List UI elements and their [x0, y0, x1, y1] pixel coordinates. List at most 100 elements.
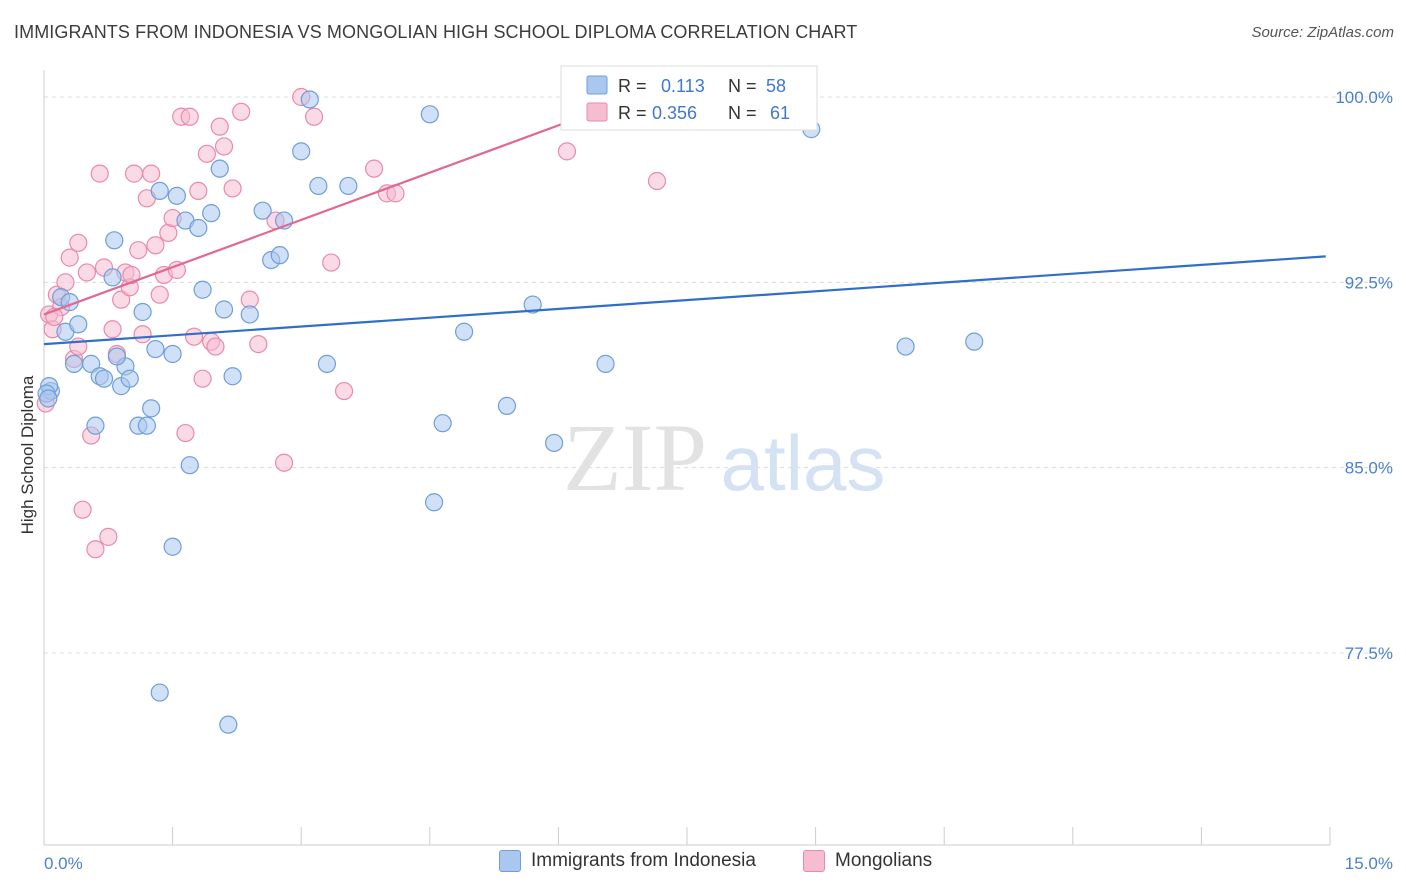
point-blue-50: [497, 396, 517, 415]
point-pink-36: [189, 181, 208, 201]
point-blue-3: [39, 389, 58, 408]
point-pink-34: [180, 107, 199, 126]
legend-item-mongolians[interactable]: Mongolians: [803, 850, 932, 872]
point-pink-26: [146, 236, 165, 255]
point-blue-9: [82, 354, 101, 373]
legend-box: R = 0.113 N = 58 R = 0.356 N = 61: [560, 65, 818, 131]
point-blue-52: [545, 433, 564, 453]
axis-layer: 77.5% 85.0% 92.5% 100.0% 0.0% 15.0%: [43, 70, 1393, 873]
point-pink-18: [112, 290, 131, 309]
point-blue-53: [596, 354, 615, 373]
point-pink-31: [167, 260, 186, 280]
point-blue-29: [210, 159, 229, 178]
legend-n-label-pink: N =: [728, 103, 757, 123]
point-blue-47: [433, 414, 452, 433]
point-pink-10: [77, 263, 96, 282]
point-blue-20: [133, 302, 152, 322]
point-pink-40: [206, 337, 225, 356]
legend-n-value-pink: 61: [770, 103, 790, 123]
point-blue-7: [69, 315, 88, 334]
legend-swatch-indonesia: [499, 850, 521, 872]
point-blue-38: [300, 90, 319, 109]
point-pink-37: [193, 369, 212, 388]
point-blue-32: [240, 305, 259, 324]
point-blue-51: [523, 295, 542, 314]
legend-swatch-pink: [586, 102, 608, 122]
point-blue-24: [167, 186, 186, 205]
point-blue-31: [223, 367, 242, 386]
point-pink-13: [90, 164, 109, 183]
y-axis-label: High School Diploma: [18, 375, 37, 534]
point-blue-45: [317, 354, 337, 373]
point-blue-46: [420, 105, 439, 124]
point-pink-50: [304, 107, 324, 126]
point-blue-41: [86, 416, 105, 435]
point-blue-55: [896, 337, 915, 356]
legend-r-label-blue: R =: [618, 76, 647, 96]
point-pink-9: [73, 500, 92, 519]
legend-label-indonesia: Immigrants from Indonesia: [531, 850, 756, 871]
point-blue-37: [292, 142, 311, 161]
point-pink-22: [129, 241, 148, 260]
watermark: ZIP atlas: [563, 404, 885, 511]
legend-swatch-mongolians: [803, 850, 825, 872]
point-blue-43: [163, 537, 182, 556]
point-pink-58: [557, 142, 577, 161]
point-blue-44: [339, 176, 358, 196]
trendline-pink: [43, 95, 636, 316]
point-blue-22: [150, 181, 169, 201]
point-pink-59: [647, 171, 667, 191]
bottom-legend: Immigrants from Indonesia Mongolians: [0, 850, 1406, 880]
point-blue-23: [163, 344, 182, 364]
point-blue-26: [189, 218, 208, 238]
y-tick-label-3: 100.0%: [1335, 88, 1393, 107]
legend-r-value-pink: 0.356: [652, 103, 697, 123]
point-pink-6: [60, 248, 79, 267]
point-blue-57: [150, 683, 169, 702]
point-pink-21: [124, 164, 144, 183]
source-label: Source: ZipAtlas.com: [1251, 24, 1394, 41]
points-indonesia: [37, 90, 984, 734]
point-pink-27: [150, 285, 169, 304]
point-blue-48: [424, 493, 444, 512]
point-pink-15: [99, 527, 118, 546]
point-blue-33: [253, 201, 272, 220]
point-pink-12: [86, 540, 105, 559]
point-blue-28: [202, 204, 221, 223]
point-pink-51: [322, 253, 341, 272]
point-blue-56: [965, 332, 984, 351]
x-tick-label-1: 15.0%: [1345, 854, 1393, 873]
legend-item-indonesia[interactable]: Immigrants from Indonesia: [499, 850, 756, 872]
watermark-zip: ZIP: [563, 404, 707, 511]
point-blue-30: [214, 300, 234, 319]
y-tick-label-2: 92.5%: [1345, 273, 1393, 292]
point-blue-42: [180, 456, 199, 475]
point-blue-49: [454, 322, 474, 341]
point-blue-27: [193, 280, 212, 299]
point-pink-8: [69, 233, 88, 252]
point-pink-35: [184, 327, 204, 346]
x-tick-label-0: 0.0%: [44, 854, 83, 873]
point-blue-39: [309, 176, 328, 196]
point-pink-33: [176, 423, 195, 443]
point-pink-48: [274, 453, 294, 472]
point-pink-52: [334, 381, 354, 401]
chart-title: IMMIGRANTS FROM INDONESIA VS MONGOLIAN H…: [14, 22, 858, 42]
point-blue-21: [146, 339, 165, 359]
point-pink-41: [210, 117, 229, 136]
point-pink-44: [232, 102, 251, 121]
legend-swatch-blue: [586, 75, 608, 95]
point-pink-38: [197, 144, 216, 163]
point-pink-42: [214, 137, 234, 156]
point-blue-12: [103, 268, 122, 287]
point-pink-53: [364, 159, 384, 178]
point-pink-16: [103, 320, 122, 339]
points-mongolians: [36, 87, 667, 559]
point-blue-8: [64, 354, 84, 373]
point-blue-11: [94, 369, 114, 388]
point-pink-43: [223, 179, 242, 198]
point-blue-13: [105, 231, 124, 250]
legend-r-label-pink: R =: [618, 103, 647, 123]
point-blue-18: [137, 416, 156, 435]
